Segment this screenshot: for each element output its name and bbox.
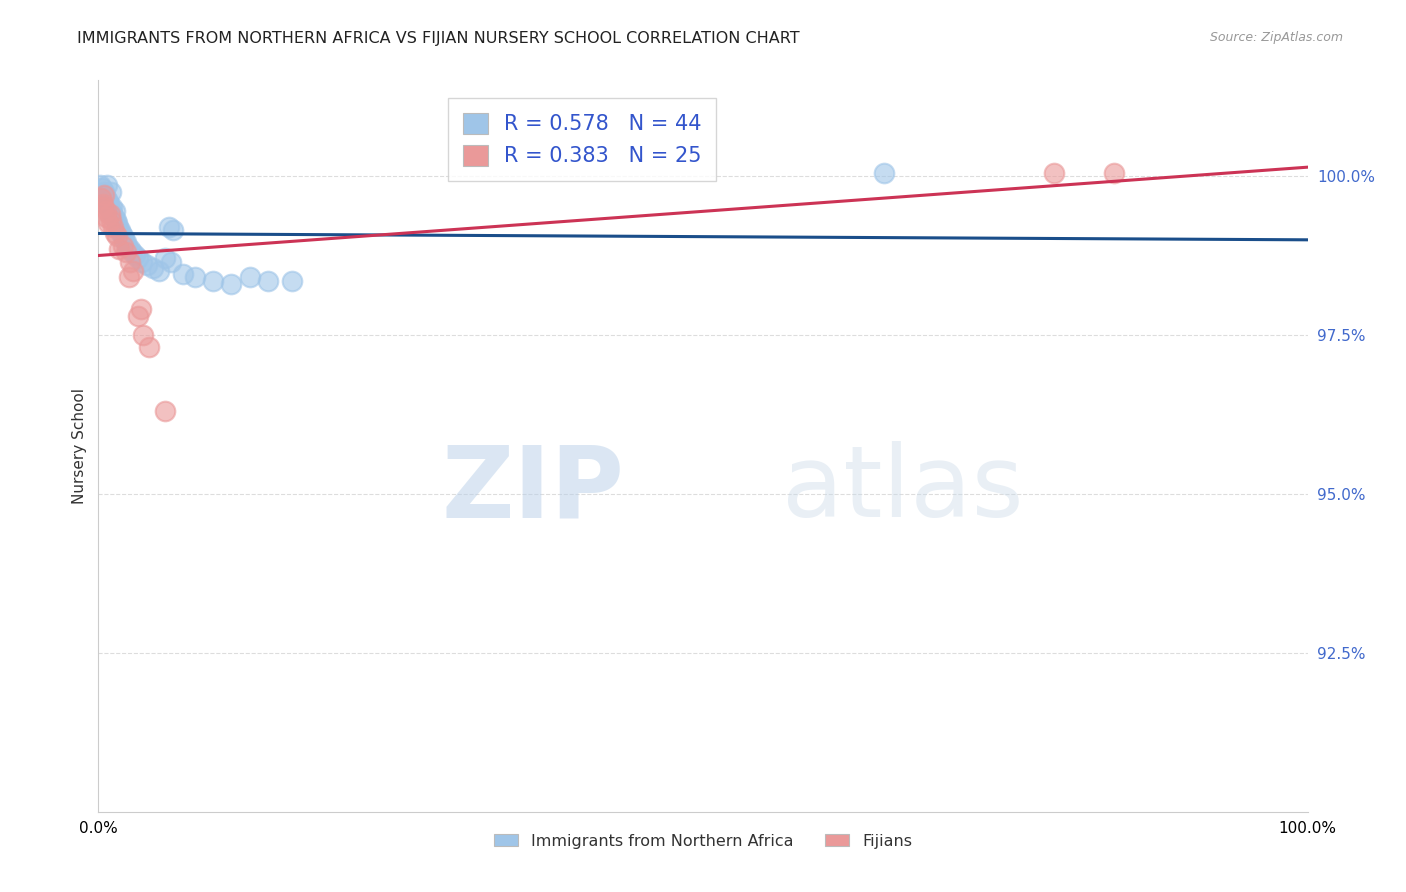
Point	[93, 187, 115, 202]
Point	[142, 260, 165, 275]
Point	[117, 238, 139, 252]
Point	[97, 194, 120, 208]
Point	[91, 197, 114, 211]
Point	[162, 223, 184, 237]
Point	[281, 274, 304, 288]
Point	[93, 185, 115, 199]
Point	[104, 226, 127, 240]
Point	[105, 229, 128, 244]
Point	[98, 201, 121, 215]
Point	[89, 178, 111, 193]
Point	[127, 252, 149, 266]
Point	[129, 302, 152, 317]
Point	[101, 219, 124, 234]
Point	[108, 223, 131, 237]
Point	[97, 216, 120, 230]
Point	[90, 191, 112, 205]
Point	[101, 201, 124, 215]
Point	[104, 203, 127, 218]
Point	[131, 254, 153, 268]
Point	[91, 181, 114, 195]
Point	[107, 219, 129, 234]
Point	[100, 185, 122, 199]
Point	[135, 258, 157, 272]
Point	[153, 252, 176, 266]
Point	[114, 235, 136, 250]
Legend: Immigrants from Northern Africa, Fijians: Immigrants from Northern Africa, Fijians	[488, 827, 918, 855]
Point	[256, 274, 278, 288]
Point	[96, 178, 118, 193]
Point	[138, 340, 160, 354]
Point	[157, 219, 180, 234]
Point	[118, 242, 141, 256]
Point	[202, 274, 225, 288]
Point	[1042, 165, 1064, 179]
Point	[100, 213, 122, 227]
Point	[108, 242, 131, 256]
Text: ZIP: ZIP	[441, 442, 624, 539]
Point	[104, 213, 127, 227]
Text: Source: ZipAtlas.com: Source: ZipAtlas.com	[1209, 31, 1343, 45]
Point	[94, 203, 117, 218]
Point	[112, 232, 135, 246]
Point	[105, 216, 128, 230]
Point	[153, 404, 176, 418]
Point	[221, 277, 243, 291]
Text: atlas: atlas	[782, 442, 1024, 539]
Point	[96, 210, 118, 224]
Point	[239, 270, 262, 285]
Point	[160, 254, 183, 268]
Point	[100, 207, 122, 221]
Point	[91, 201, 114, 215]
Point	[1102, 165, 1125, 179]
Point	[97, 197, 120, 211]
Point	[121, 245, 143, 260]
Point	[148, 264, 170, 278]
Point	[124, 248, 146, 262]
Point	[873, 165, 896, 179]
Point	[172, 267, 194, 281]
Text: IMMIGRANTS FROM NORTHERN AFRICA VS FIJIAN NURSERY SCHOOL CORRELATION CHART: IMMIGRANTS FROM NORTHERN AFRICA VS FIJIA…	[77, 31, 800, 46]
Point	[94, 191, 117, 205]
Point	[184, 270, 207, 285]
Point	[115, 245, 138, 260]
Point	[100, 203, 122, 218]
Point	[118, 270, 141, 285]
Point	[94, 187, 117, 202]
Y-axis label: Nursery School: Nursery School	[72, 388, 87, 504]
Point	[132, 327, 155, 342]
Point	[111, 229, 134, 244]
Point	[103, 210, 125, 224]
Point	[98, 207, 121, 221]
Point	[122, 264, 145, 278]
Point	[111, 238, 134, 252]
Point	[110, 226, 132, 240]
Point	[118, 254, 141, 268]
Point	[127, 309, 149, 323]
